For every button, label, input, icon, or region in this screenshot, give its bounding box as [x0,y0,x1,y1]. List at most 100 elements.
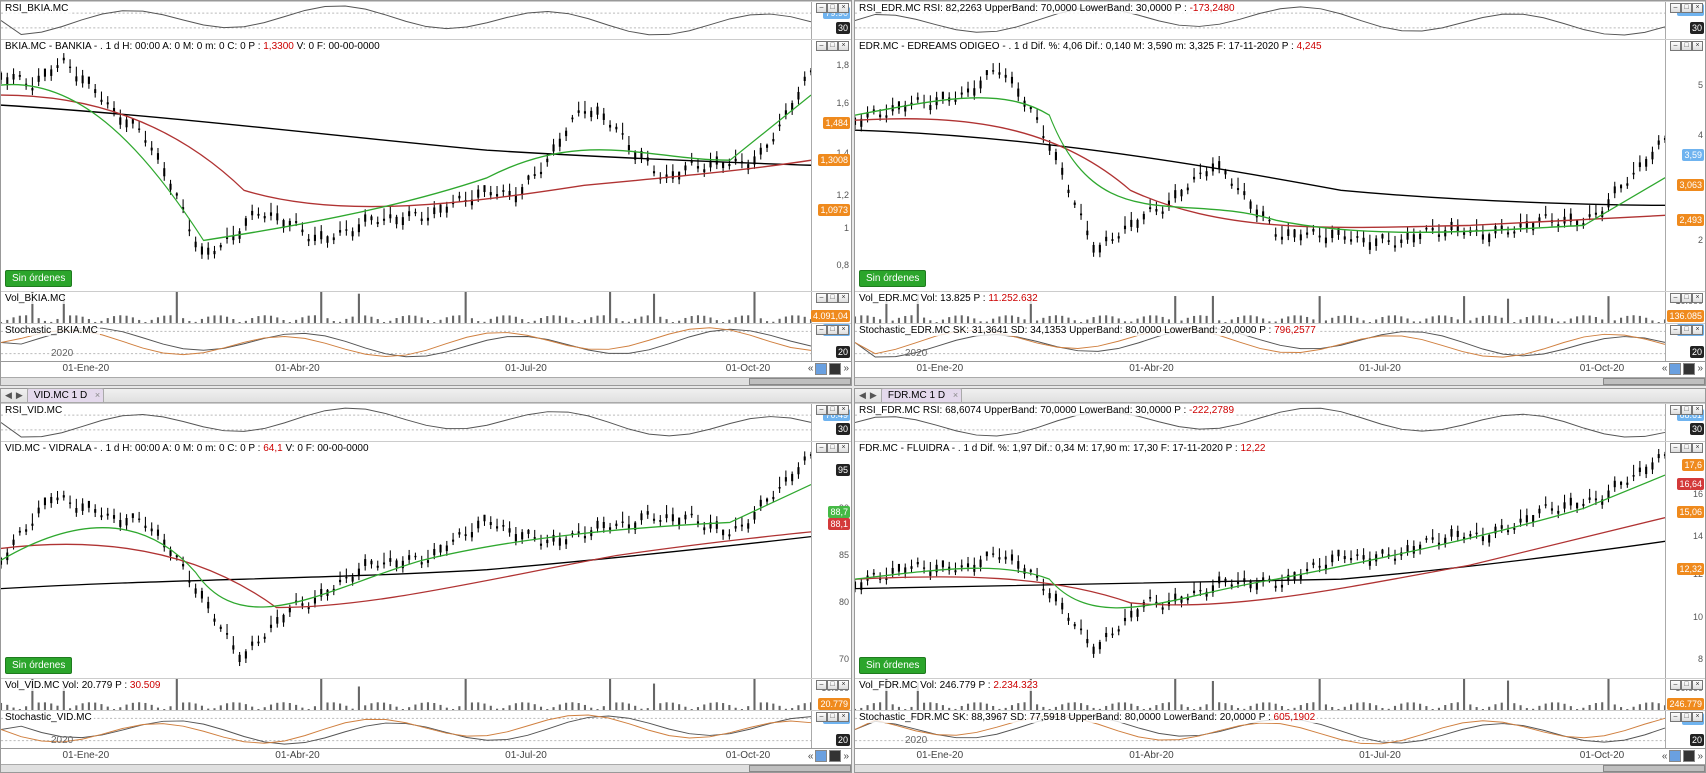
rsi-chart[interactable] [1,404,811,441]
close-icon[interactable]: × [1692,293,1703,303]
maximize-icon[interactable]: □ [827,712,838,722]
tool-next-icon[interactable]: » [843,363,849,374]
no-orders-badge[interactable]: Sin órdenes [5,270,72,287]
maximize-icon[interactable]: □ [1681,680,1692,690]
tool-save-icon[interactable] [1669,363,1681,375]
close-icon[interactable]: × [1692,3,1703,13]
minimize-icon[interactable]: – [1670,41,1681,51]
tool-prev-icon[interactable]: « [808,363,814,374]
tab-next-icon[interactable]: ▶ [16,390,23,401]
horizontal-scrollbar[interactable] [1,764,851,772]
close-icon[interactable]: × [838,443,849,453]
minimize-icon[interactable]: – [816,405,827,415]
window-controls: – □ × [1670,680,1703,690]
tool-stop-icon[interactable] [829,363,841,375]
maximize-icon[interactable]: □ [827,3,838,13]
close-icon[interactable]: × [838,405,849,415]
close-icon[interactable]: × [838,41,849,51]
minimize-icon[interactable]: – [816,325,827,335]
minimize-icon[interactable]: – [816,712,827,722]
minimize-icon[interactable]: – [1670,293,1681,303]
horizontal-scrollbar[interactable] [855,377,1705,385]
tab-close-icon[interactable]: × [95,390,100,400]
horizontal-scrollbar[interactable] [855,764,1705,772]
price-chart[interactable]: Sin órdenes [855,40,1665,291]
maximize-icon[interactable]: □ [1681,3,1692,13]
close-icon[interactable]: × [1692,325,1703,335]
window-controls: – □ × [816,405,849,415]
tab-fdr[interactable]: FDR.MC 1 D × [881,388,962,402]
maximize-icon[interactable]: □ [827,293,838,303]
minimize-icon[interactable]: – [1670,3,1681,13]
tool-next-icon[interactable]: » [843,751,849,762]
tool-save-icon[interactable] [815,750,827,762]
x-axis: 01-Ene-2001-Abr-2001-Jul-2001-Oct-20 « » [1,748,851,764]
minimize-icon[interactable]: – [1670,680,1681,690]
tool-save-icon[interactable] [815,363,827,375]
minimize-icon[interactable]: – [1670,712,1681,722]
no-orders-badge[interactable]: Sin órdenes [5,657,72,674]
close-icon[interactable]: × [838,680,849,690]
tool-prev-icon[interactable]: « [1662,751,1668,762]
maximize-icon[interactable]: □ [827,325,838,335]
maximize-icon[interactable]: □ [1681,41,1692,51]
maximize-icon[interactable]: □ [1681,712,1692,722]
tab-vid[interactable]: VID.MC 1 D × [27,388,104,402]
chart-quadrant-edr: RSI_EDR.MC RSI: 82,2263 UpperBand: 70,00… [854,0,1706,386]
tab-prev-icon[interactable]: ◀ [859,390,866,401]
rsi-title: RSI_BKIA.MC [3,3,70,14]
price-chart[interactable]: Sin órdenes [1,40,811,291]
chart-quadrant-fdr: ◀ ▶ FDR.MC 1 D × RSI_FDR.MC RSI: 68,6074… [854,388,1706,773]
tool-stop-icon[interactable] [1683,363,1695,375]
maximize-icon[interactable]: □ [1681,443,1692,453]
tool-stop-icon[interactable] [1683,750,1695,762]
footer-toolbar: « » [1662,750,1703,762]
close-icon[interactable]: × [1692,443,1703,453]
close-icon[interactable]: × [1692,41,1703,51]
tool-next-icon[interactable]: » [1697,751,1703,762]
minimize-icon[interactable]: – [816,443,827,453]
tab-close-icon[interactable]: × [953,390,958,400]
maximize-icon[interactable]: □ [1681,405,1692,415]
tool-save-icon[interactable] [1669,750,1681,762]
minimize-icon[interactable]: – [816,41,827,51]
volume-chart[interactable] [1,292,811,323]
tab-next-icon[interactable]: ▶ [870,390,877,401]
minimize-icon[interactable]: – [1670,443,1681,453]
tool-prev-icon[interactable]: « [808,751,814,762]
minimize-icon[interactable]: – [1670,405,1681,415]
close-icon[interactable]: × [838,325,849,335]
maximize-icon[interactable]: □ [827,405,838,415]
stoch-chart[interactable]: 2020 [1,324,811,361]
tab-prev-icon[interactable]: ◀ [5,390,12,401]
close-icon[interactable]: × [1692,712,1703,722]
window-controls: – □ × [1670,443,1703,453]
minimize-icon[interactable]: – [1670,325,1681,335]
close-icon[interactable]: × [1692,405,1703,415]
minimize-icon[interactable]: – [816,680,827,690]
x-axis: 01-Ene-2001-Abr-2001-Jul-2001-Oct-20 « » [1,361,851,377]
no-orders-badge[interactable]: Sin órdenes [859,270,926,287]
maximize-icon[interactable]: □ [827,680,838,690]
close-icon[interactable]: × [838,712,849,722]
minimize-icon[interactable]: – [816,293,827,303]
maximize-icon[interactable]: □ [827,443,838,453]
horizontal-scrollbar[interactable] [1,377,851,385]
year-label: 2020 [51,348,73,359]
close-icon[interactable]: × [838,3,849,13]
tool-prev-icon[interactable]: « [1662,363,1668,374]
close-icon[interactable]: × [1692,680,1703,690]
tool-next-icon[interactable]: » [1697,363,1703,374]
maximize-icon[interactable]: □ [1681,325,1692,335]
maximize-icon[interactable]: □ [827,41,838,51]
maximize-icon[interactable]: □ [1681,293,1692,303]
stoch-chart[interactable]: 2020 [1,711,811,748]
close-icon[interactable]: × [838,293,849,303]
rsi-chart[interactable] [1,2,811,39]
tool-stop-icon[interactable] [829,750,841,762]
no-orders-badge[interactable]: Sin órdenes [859,657,926,674]
price-chart[interactable]: Sin órdenes [855,442,1665,679]
tab-label: VID.MC 1 D [34,390,87,401]
price-chart[interactable]: Sin órdenes [1,442,811,679]
minimize-icon[interactable]: – [816,3,827,13]
